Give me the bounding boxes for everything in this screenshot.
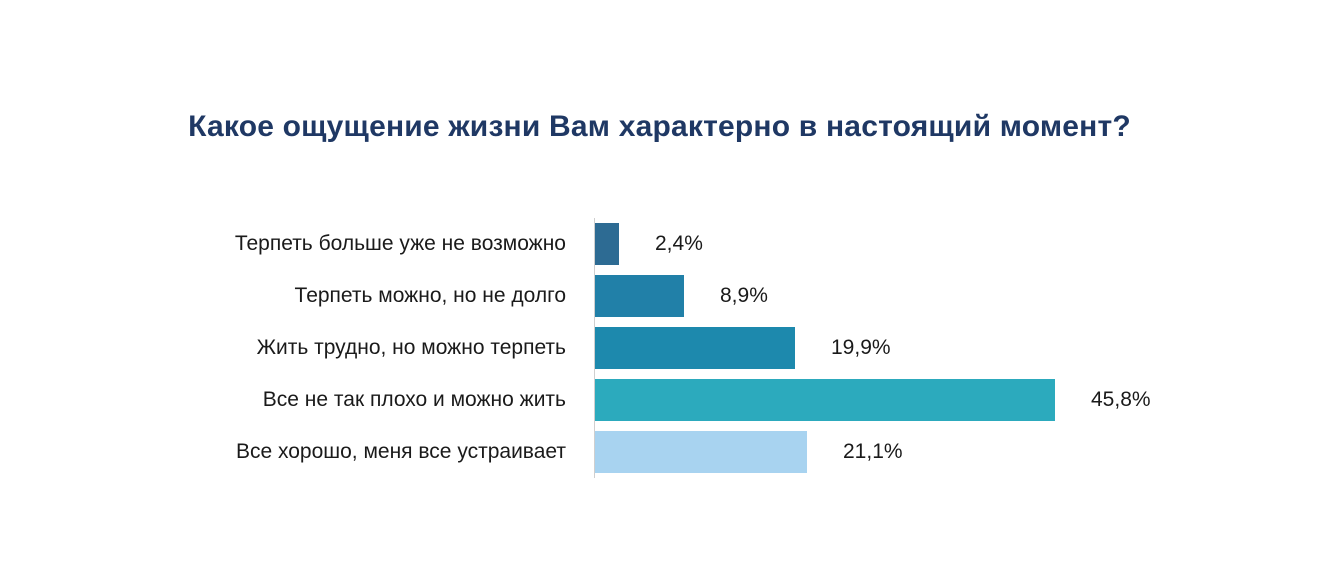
bar-track: 2,4% bbox=[594, 218, 1279, 270]
bar-row: Терпеть можно, но не долго 8,9% bbox=[96, 270, 1279, 322]
value-label: 19,9% bbox=[831, 336, 891, 359]
bar bbox=[595, 379, 1055, 421]
bar-row: Все не так плохо и можно жить 45,8% bbox=[96, 374, 1279, 426]
value-label: 21,1% bbox=[843, 440, 903, 463]
bar-track: 21,1% bbox=[594, 426, 1279, 478]
category-label: Все не так плохо и можно жить bbox=[262, 388, 566, 411]
bar-row: Все хорошо, меня все устраивает 21,1% bbox=[96, 426, 1279, 478]
bar-row: Терпеть больше уже не возможно 2,4% bbox=[96, 218, 1279, 270]
bar-chart: Терпеть больше уже не возможно 2,4% Терпет… bbox=[96, 218, 1279, 478]
category-label: Терпеть можно, но не долго bbox=[294, 284, 566, 307]
bar bbox=[595, 327, 795, 369]
category-label: Все хорошо, меня все устраивает bbox=[235, 440, 566, 463]
category-label: Терпеть больше уже не возможно bbox=[234, 232, 566, 255]
bar-track: 45,8% bbox=[594, 374, 1279, 426]
bar bbox=[595, 223, 619, 265]
value-label: 2,4% bbox=[655, 232, 703, 255]
value-label: 45,8% bbox=[1091, 388, 1151, 411]
bar-row: Жить трудно, но можно терпеть 19,9% bbox=[96, 322, 1279, 374]
category-label: Жить трудно, но можно терпеть bbox=[256, 336, 566, 359]
value-label: 8,9% bbox=[720, 284, 768, 307]
bar-track: 8,9% bbox=[594, 270, 1279, 322]
bar-chart-rows: Терпеть больше уже не возможно 2,4% Терпет… bbox=[96, 218, 1279, 478]
bar bbox=[595, 431, 807, 473]
bar-track: 19,9% bbox=[594, 322, 1279, 374]
bar bbox=[595, 275, 684, 317]
chart-title: Какое ощущение жизни Вам характерно в на… bbox=[188, 110, 1131, 143]
